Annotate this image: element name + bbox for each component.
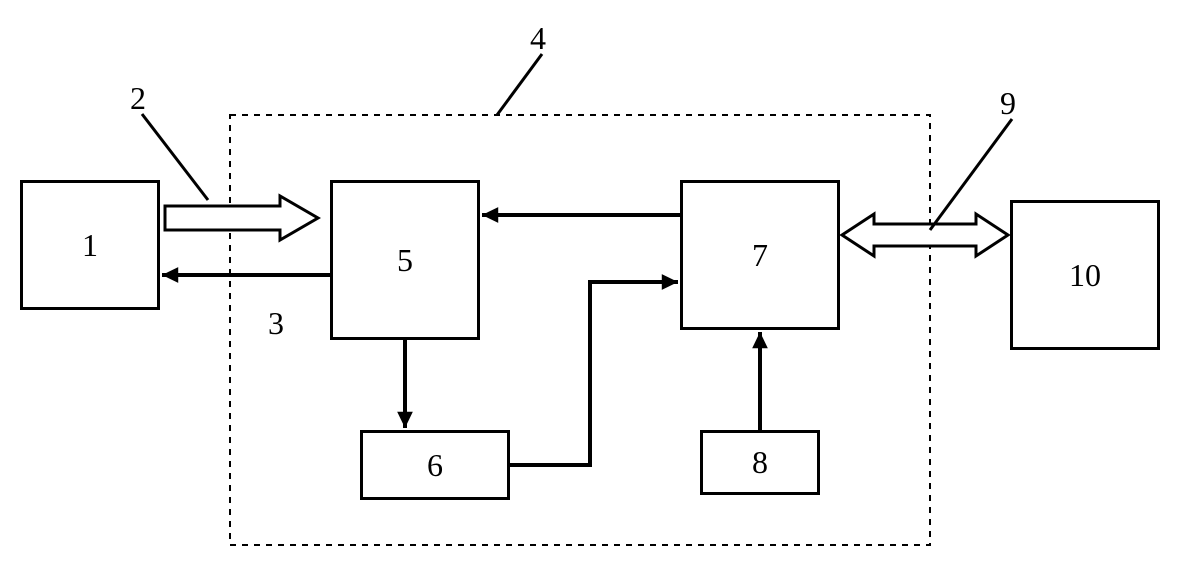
node-label: 6 (427, 447, 443, 484)
node-n1: 1 (20, 180, 160, 310)
node-label: 8 (752, 444, 768, 481)
leader-label: 4 (530, 20, 546, 57)
node-n7: 7 (680, 180, 840, 330)
leader-label: 2 (130, 80, 146, 117)
node-n10: 10 (1010, 200, 1160, 350)
leader-label: 9 (1000, 85, 1016, 122)
node-label: 1 (82, 227, 98, 264)
node-n5: 5 (330, 180, 480, 340)
node-n8: 8 (700, 430, 820, 495)
leader-label: 3 (268, 305, 284, 342)
node-label: 5 (397, 242, 413, 279)
node-label: 7 (752, 237, 768, 274)
node-n6: 6 (360, 430, 510, 500)
node-label: 10 (1069, 257, 1101, 294)
